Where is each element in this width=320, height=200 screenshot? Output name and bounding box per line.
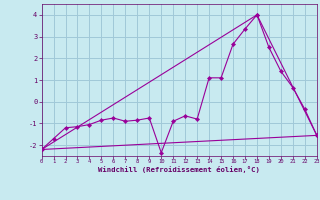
X-axis label: Windchill (Refroidissement éolien,°C): Windchill (Refroidissement éolien,°C) [98, 166, 260, 173]
